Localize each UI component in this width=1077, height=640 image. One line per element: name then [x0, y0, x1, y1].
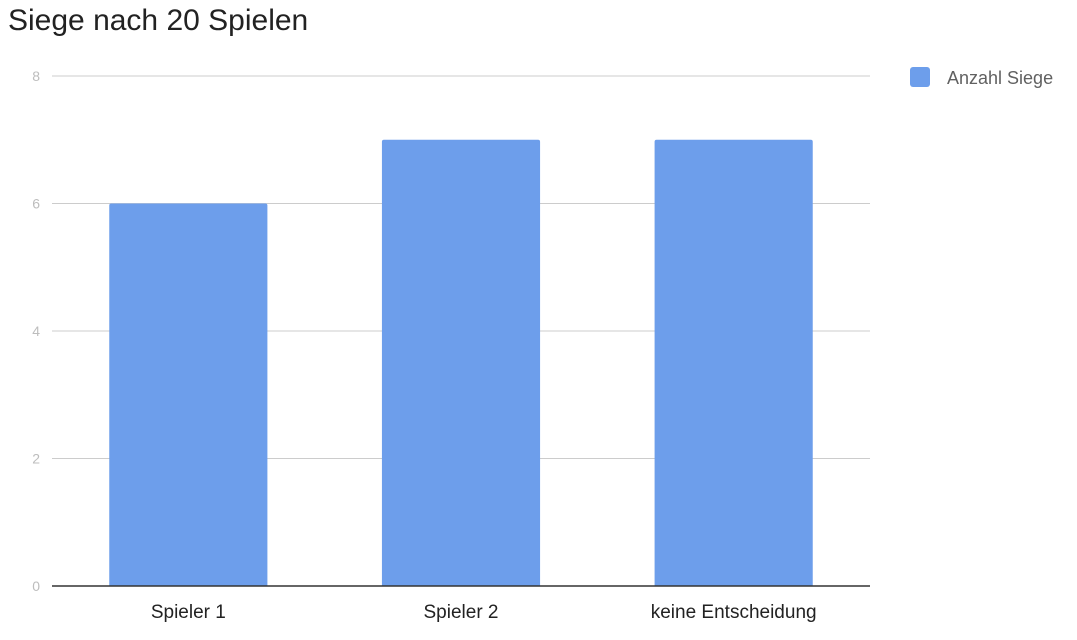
- legend-swatch[interactable]: [910, 67, 930, 87]
- x-tick-label: Spieler 1: [151, 602, 226, 623]
- legend: Anzahl Siege: [910, 67, 1053, 88]
- y-tick-label: 6: [32, 196, 40, 212]
- bar-2[interactable]: [654, 139, 813, 586]
- bar-0[interactable]: [109, 203, 268, 587]
- y-axis-ticks: 0 2 4 6 8: [32, 68, 40, 594]
- y-tick-label: 0: [32, 578, 40, 594]
- y-tick-label: 4: [32, 323, 40, 339]
- x-tick-label: Spieler 2: [424, 602, 499, 623]
- legend-label: Anzahl Siege: [947, 68, 1053, 88]
- bar-1[interactable]: [381, 139, 541, 586]
- x-tick-label: keine Entscheidung: [651, 602, 817, 623]
- bars: [109, 139, 813, 587]
- chart-title: Siege nach 20 Spielen: [8, 4, 309, 37]
- x-axis-labels: Spieler 1 Spieler 2 keine Entscheidung: [151, 602, 817, 623]
- y-tick-label: 2: [32, 451, 40, 467]
- y-tick-label: 8: [32, 68, 40, 84]
